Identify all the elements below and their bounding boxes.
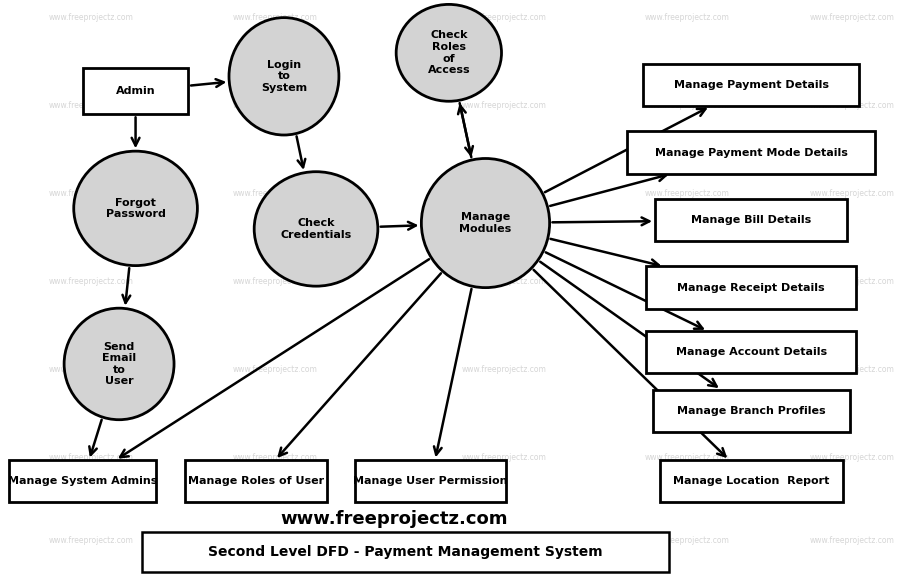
Text: www.freeprojectz.com: www.freeprojectz.com (810, 365, 894, 375)
Text: www.freeprojectz.com: www.freeprojectz.com (645, 13, 729, 22)
Bar (646, 331, 856, 373)
Text: www.freeprojectz.com: www.freeprojectz.com (233, 189, 317, 198)
Text: www.freeprojectz.com: www.freeprojectz.com (49, 277, 134, 286)
Text: www.freeprojectz.com: www.freeprojectz.com (810, 101, 894, 110)
Bar (660, 460, 843, 502)
Text: Manage System Admins: Manage System Admins (7, 476, 158, 487)
Text: www.freeprojectz.com: www.freeprojectz.com (645, 189, 729, 198)
Text: www.freeprojectz.com: www.freeprojectz.com (49, 453, 134, 463)
Bar (9, 460, 156, 502)
Text: Manage Account Details: Manage Account Details (676, 347, 826, 357)
Text: www.freeprojectz.com: www.freeprojectz.com (49, 189, 134, 198)
Text: www.freeprojectz.com: www.freeprojectz.com (233, 453, 317, 463)
Text: www.freeprojectz.com: www.freeprojectz.com (462, 535, 546, 545)
Text: www.freeprojectz.com: www.freeprojectz.com (645, 535, 729, 545)
Text: www.freeprojectz.com: www.freeprojectz.com (49, 101, 134, 110)
Ellipse shape (396, 4, 502, 101)
Text: www.freeprojectz.com: www.freeprojectz.com (49, 13, 134, 22)
Text: www.freeprojectz.com: www.freeprojectz.com (233, 535, 317, 545)
Ellipse shape (229, 18, 339, 135)
Bar (655, 199, 847, 241)
Text: www.freeprojectz.com: www.freeprojectz.com (462, 189, 546, 198)
Text: Manage Payment Mode Details: Manage Payment Mode Details (655, 147, 847, 158)
Text: Check
Roles
of
Access: Check Roles of Access (428, 31, 470, 75)
Ellipse shape (254, 171, 377, 286)
Text: www.freeprojectz.com: www.freeprojectz.com (810, 453, 894, 463)
Text: Login
to
System: Login to System (261, 60, 307, 93)
Ellipse shape (64, 308, 174, 420)
Bar (82, 68, 189, 114)
Text: www.freeprojectz.com: www.freeprojectz.com (49, 365, 134, 375)
Text: www.freeprojectz.com: www.freeprojectz.com (645, 101, 729, 110)
Text: Manage Roles of User: Manage Roles of User (189, 476, 324, 487)
Text: www.freeprojectz.com: www.freeprojectz.com (810, 189, 894, 198)
Text: Send
Email
to
User: Send Email to User (102, 342, 136, 386)
Text: Manage Payment Details: Manage Payment Details (673, 80, 829, 90)
Bar (354, 460, 506, 502)
Text: Admin: Admin (115, 86, 156, 96)
Text: www.freeprojectz.com: www.freeprojectz.com (462, 277, 546, 286)
Bar (646, 266, 856, 309)
Text: Manage Bill Details: Manage Bill Details (691, 215, 812, 225)
Ellipse shape (421, 158, 550, 288)
Text: Manage User Permission: Manage User Permission (354, 476, 507, 487)
Text: www.freeprojectz.com: www.freeprojectz.com (462, 453, 546, 463)
Text: www.freeprojectz.com: www.freeprojectz.com (233, 365, 317, 375)
Text: www.freeprojectz.com: www.freeprojectz.com (810, 13, 894, 22)
Text: Manage Branch Profiles: Manage Branch Profiles (677, 406, 825, 416)
Text: Manage
Modules: Manage Modules (459, 212, 512, 234)
Text: www.freeprojectz.com: www.freeprojectz.com (462, 365, 546, 375)
Text: Manage Receipt Details: Manage Receipt Details (677, 282, 825, 293)
Text: www.freeprojectz.com: www.freeprojectz.com (49, 535, 134, 545)
Text: www.freeprojectz.com: www.freeprojectz.com (645, 365, 729, 375)
Bar (142, 532, 669, 572)
Text: www.freeprojectz.com: www.freeprojectz.com (462, 101, 546, 110)
Bar (627, 131, 875, 174)
Bar (643, 64, 858, 106)
Ellipse shape (73, 151, 198, 265)
Text: www.freeprojectz.com: www.freeprojectz.com (233, 13, 317, 22)
Text: Forgot
Password: Forgot Password (105, 198, 166, 219)
Text: Second Level DFD - Payment Management System: Second Level DFD - Payment Management Sy… (208, 545, 603, 559)
Bar (652, 390, 849, 432)
Text: www.freeprojectz.com: www.freeprojectz.com (233, 101, 317, 110)
Text: www.freeprojectz.com: www.freeprojectz.com (810, 535, 894, 545)
Text: www.freeprojectz.com: www.freeprojectz.com (280, 511, 507, 528)
Text: www.freeprojectz.com: www.freeprojectz.com (233, 277, 317, 286)
Text: www.freeprojectz.com: www.freeprojectz.com (810, 277, 894, 286)
Text: www.freeprojectz.com: www.freeprojectz.com (645, 453, 729, 463)
Bar (185, 460, 328, 502)
Text: www.freeprojectz.com: www.freeprojectz.com (462, 13, 546, 22)
Text: www.freeprojectz.com: www.freeprojectz.com (645, 277, 729, 286)
Text: Manage Location  Report: Manage Location Report (673, 476, 829, 487)
Text: Check
Credentials: Check Credentials (280, 218, 352, 239)
